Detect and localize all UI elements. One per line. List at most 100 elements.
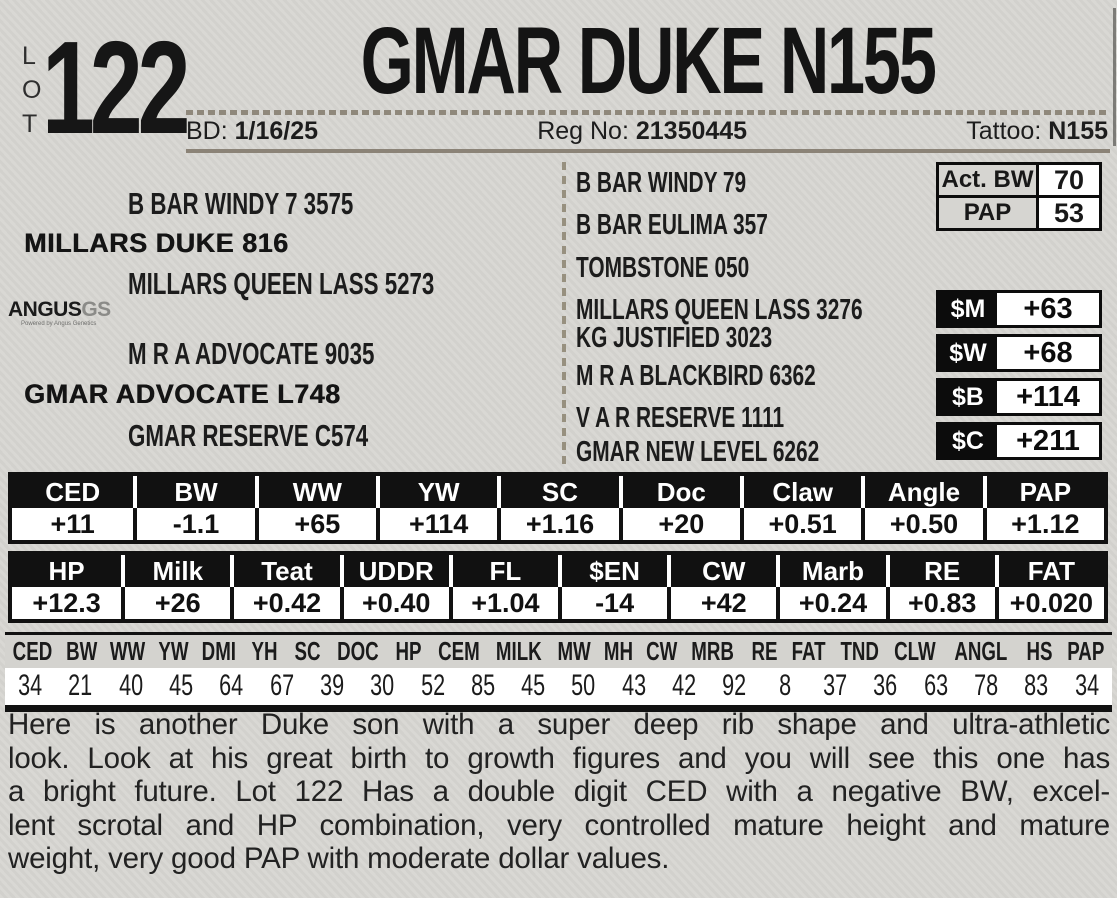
percentile-value-cell: 83 — [1024, 669, 1049, 702]
gen3-text: B BAR WINDY 79 — [576, 167, 747, 199]
epd-value-cell: +0.40 — [339, 587, 449, 619]
pap-label: PAP — [939, 195, 1039, 228]
gen3-name: GMAR NEW LEVEL 6262 — [576, 438, 914, 467]
dollar-w-label: $W — [939, 337, 997, 369]
page-title: GMAR DUKE N155 — [185, 14, 1110, 109]
dollar-b-row: $B +114 — [936, 378, 1102, 416]
percentile-header-cell: YH — [251, 636, 278, 666]
registration-number: Reg No: 21350445 — [537, 117, 747, 146]
epd-header-cell: CED — [45, 477, 101, 507]
dollar-m-value: +63 — [997, 293, 1099, 325]
epd-header-cell: Angle — [861, 476, 982, 508]
pap-row: PAP 53 — [939, 195, 1099, 228]
dollar-b-label: $B — [939, 381, 997, 413]
gen3-name: MILLARS QUEEN LASS 3276 — [576, 296, 974, 325]
percentile-header-cell: RE — [750, 636, 778, 666]
percentile-header-cell: HS — [1025, 636, 1053, 666]
logo-gs: GS — [81, 298, 111, 321]
percentile-value-cell: 45 — [521, 669, 546, 702]
percentile-header-cell: CED — [12, 636, 53, 666]
epd-value-cell: +11 — [50, 509, 95, 539]
percentile-header-cell: CLW — [894, 636, 936, 666]
dam-sire-name: M R A ADVOCATE 9035 — [128, 338, 470, 369]
epd-table-1: CED BW WW YW SC Doc Claw Angle PAP +11 -1.1 +65 +11… — [8, 472, 1108, 544]
gen3-text: M R A BLACKBIRD 6362 — [576, 360, 816, 392]
pap-value: 53 — [1039, 195, 1099, 228]
epd-header-cell: SC — [497, 476, 618, 508]
percentile-header-cell: MW — [557, 636, 591, 666]
epd-value-cell: -1.1 — [133, 508, 254, 540]
logo-tagline: Powered by Angus Genetics — [21, 321, 97, 327]
lot-letter: L — [22, 42, 36, 70]
gen3-name: M R A BLACKBIRD 6362 — [576, 362, 909, 391]
percentile-header-cell: FAT — [792, 636, 827, 666]
tattoo-label: Tattoo: — [966, 117, 1042, 145]
epd-value-cell: +0.020 — [994, 587, 1104, 619]
epd-value-cell: +0.50 — [861, 508, 982, 540]
percentile-value-cell: 64 — [219, 669, 244, 702]
lot-label: L O T — [22, 44, 41, 137]
percentile-values: 34 21 40 45 64 67 39 30 52 85 45 50 43 42 92 8 37 36 63 78 8… — [5, 668, 1112, 705]
bd-value: 1/16/25 — [234, 117, 319, 145]
epd-value-cell: +20 — [618, 508, 740, 540]
epd-table-2-headers: HP Milk Teat UDDR FL $EN CW Marb RE FAT — [12, 555, 1104, 587]
percentile-header-cell: SC — [294, 636, 321, 666]
angus-gs-logo: ANGUSGS Powered by Angus Genetics — [8, 299, 128, 328]
percentile-value-cell: 78 — [974, 669, 999, 702]
percentile-header-cell: TND — [840, 636, 879, 666]
epd-value-cell: +65 — [254, 508, 376, 540]
percentile-table: CED BW WW YW DMI YH SC DOC HP CEM MILK MW MH CW MRB RE F… — [5, 632, 1112, 712]
epd-value-cell: +0.51 — [740, 508, 861, 540]
reg-value: 21350445 — [635, 117, 748, 145]
percentile-header-cell: DOC — [336, 636, 379, 666]
tattoo: Tattoo: N155 — [966, 117, 1108, 146]
sire-dam-text: MILLARS QUEEN LASS 5273 — [128, 266, 435, 301]
epd-value-cell: +26 — [121, 587, 230, 619]
epd-value-cell: +12.3 — [32, 588, 101, 618]
description-line: a bright future. Lot 122 Has a double di… — [8, 775, 1110, 808]
sire-sire-name: B BAR WINDY 7 3575 — [128, 188, 441, 219]
epd-header-cell: RE — [885, 555, 995, 587]
epd-table-1-headers: CED BW WW YW SC Doc Claw Angle PAP — [12, 476, 1104, 508]
gen3-name: V A R RESERVE 1111 — [576, 404, 865, 433]
gen3-text: V A R RESERVE 1111 — [576, 402, 785, 434]
lot-letter: T — [22, 110, 38, 138]
percentile-value-cell: 30 — [370, 669, 395, 702]
epd-header-cell: CW — [667, 555, 776, 587]
birth-date: BD: 1/16/25 — [186, 117, 318, 146]
percentile-value-cell: 36 — [873, 669, 898, 702]
act-bw-row: Act. BW 70 — [939, 165, 1099, 195]
percentile-value-cell: 37 — [823, 669, 848, 702]
dollar-values: $M +63 $W +68 $B +114 $C +211 — [936, 290, 1102, 460]
logo-wordmark: ANGUSGS — [8, 299, 128, 320]
description-line: Here is another Duke son with a super de… — [8, 708, 1110, 741]
description-line: weight, very good PAP with moderate doll… — [8, 842, 670, 875]
epd-header-cell: PAP — [982, 476, 1104, 508]
epd-header-cell: Claw — [740, 476, 861, 508]
gen3-text: MILLARS QUEEN LASS 3276 — [576, 294, 863, 326]
percentile-value-cell: 34 — [1074, 669, 1099, 702]
epd-value-cell: +0.42 — [230, 587, 339, 619]
epd-table-2: HP Milk Teat UDDR FL $EN CW Marb RE FAT +12.3 +26 +… — [8, 551, 1108, 623]
epd-header-cell: Doc — [618, 476, 740, 508]
epd-table-1-values: +11 -1.1 +65 +114 +1.16 +20 +0.51 +0.50 +1.12 — [12, 508, 1104, 540]
epd-header-cell: Marb — [776, 555, 885, 587]
percentile-header-cell: MILK — [496, 636, 542, 666]
epd-header-cell: FAT — [994, 555, 1104, 587]
lot-number: 122 — [42, 22, 241, 154]
bd-label: BD: — [186, 117, 228, 145]
sire-sire-text: B BAR WINDY 7 3575 — [128, 186, 354, 221]
sire-dam-name: MILLARS QUEEN LASS 5273 — [128, 268, 553, 299]
percentile-value-cell: 85 — [471, 669, 496, 702]
epd-header-cell: HP — [48, 556, 85, 586]
percentile-value-cell: 34 — [18, 669, 43, 702]
epd-value-cell: +114 — [376, 508, 497, 540]
animal-name: GMAR DUKE N155 — [360, 8, 936, 114]
percentile-value-cell: 92 — [722, 669, 747, 702]
percentile-header-cell: HP — [395, 636, 422, 666]
logo-angus: ANGUS — [8, 298, 82, 321]
lot-letter: O — [22, 76, 42, 104]
gen3-name: TOMBSTONE 050 — [576, 254, 817, 283]
percentile-value-cell: 50 — [571, 669, 596, 702]
